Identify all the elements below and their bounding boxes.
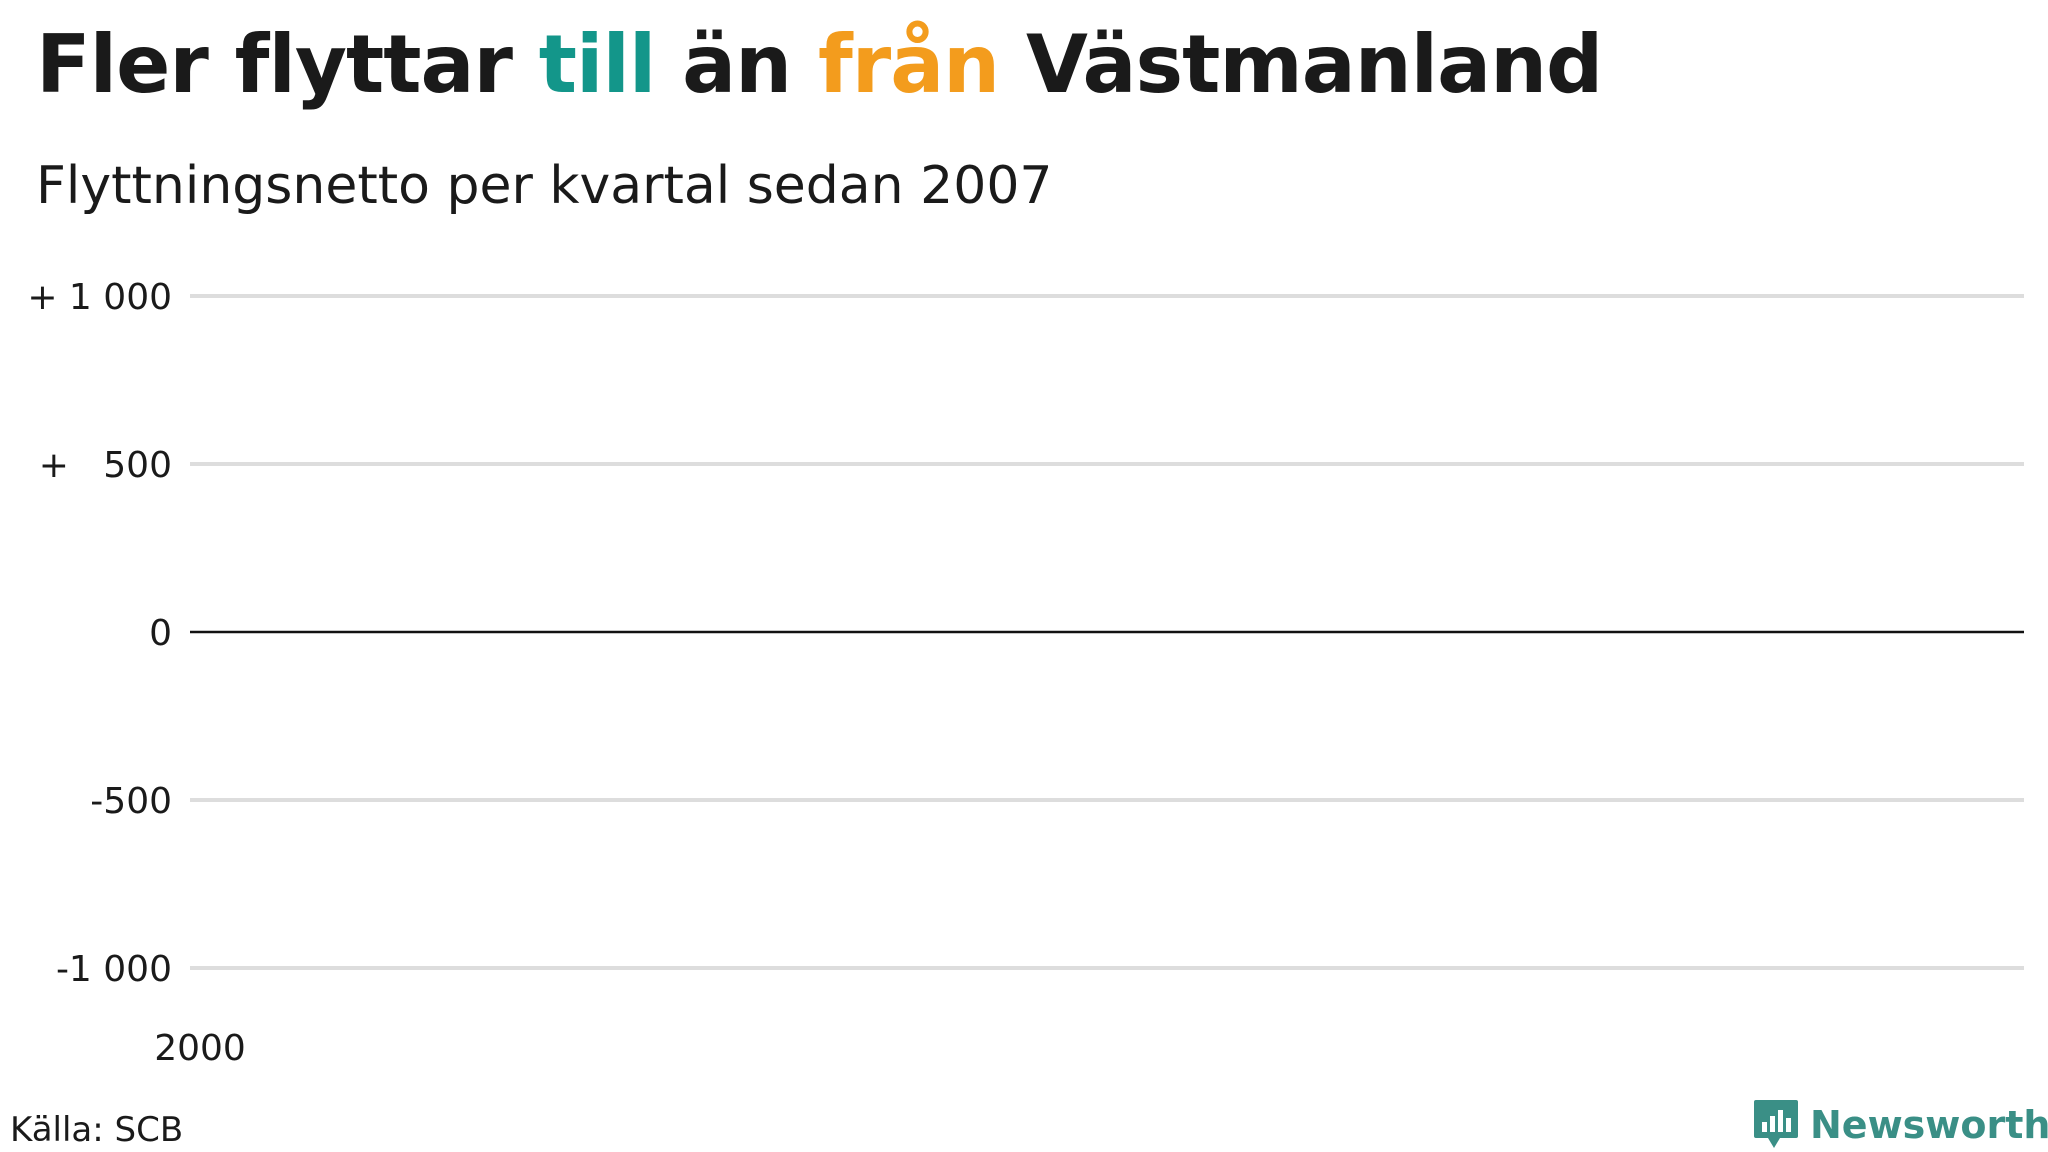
chart-title: Fler flyttar till än från Västmanland — [36, 18, 1603, 111]
y-tick-label: -500 — [90, 781, 172, 822]
title-part-2: än — [655, 18, 818, 111]
title-fran: från — [817, 18, 1000, 111]
chart-subtitle: Flyttningsnetto per kvartal sedan 2007 — [36, 156, 1053, 216]
y-tick-label: + 1 000 — [27, 277, 172, 318]
newsworthy-logo-text: Newsworthy — [1810, 1103, 2048, 1147]
y-tick-label: 0 — [149, 613, 172, 654]
x-tick-label: 2000 — [154, 1028, 246, 1069]
title-part-3: Västmanland — [999, 18, 1603, 111]
y-tick-label: + 500 — [39, 445, 172, 486]
y-tick-label: -1 000 — [56, 949, 172, 990]
source-note: Källa: SCB — [10, 1110, 184, 1150]
title-till: till — [538, 18, 657, 111]
newsworthy-logo: Newsworthy — [1752, 1098, 2048, 1152]
title-part-1: Fler flyttar — [36, 18, 539, 111]
newsworthy-logo-icon — [1754, 1100, 1798, 1148]
